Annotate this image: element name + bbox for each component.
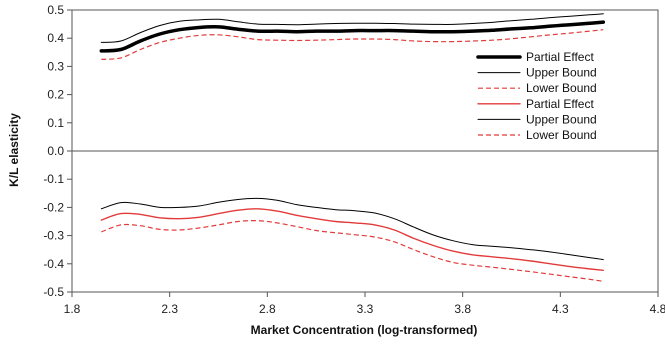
y-tick-label: -0.4	[43, 257, 64, 271]
x-tick-label: 4.3	[552, 302, 569, 316]
series-line-1	[99, 20, 606, 53]
x-tick-label: 3.3	[357, 302, 374, 316]
series-line-4	[100, 208, 604, 271]
y-tick-label: 0.0	[47, 144, 64, 158]
y-tick-label: 0.5	[47, 3, 64, 17]
legend-label-4: Partial Effect	[526, 97, 594, 111]
y-tick-label: 0.4	[47, 31, 64, 45]
y-tick-label: -0.2	[43, 200, 64, 214]
y-tick-label: -0.5	[43, 285, 64, 299]
series-lines	[99, 13, 606, 282]
series-line-2	[100, 13, 604, 43]
tick-labels: 0.5 0.4 0.3 0.2 0.1 0.0 -0.1 -0.2 -0.3 -0.4 -0.51.…	[43, 3, 665, 316]
x-tick-label: 3.8	[454, 302, 471, 316]
y-tick-label: -0.3	[43, 229, 64, 243]
y-tick-label: 0.3	[47, 59, 64, 73]
x-tick-label: 4.8	[650, 302, 665, 316]
legend-label-5: Upper Bound	[526, 112, 597, 126]
series-line-3	[101, 29, 604, 60]
y-tick-label: 0.1	[47, 116, 64, 130]
series-line-6	[101, 220, 604, 282]
x-tick-label: 2.8	[259, 302, 276, 316]
y-tick-label: 0.2	[47, 88, 64, 102]
y-axis-title: K/L elasticity	[7, 113, 21, 187]
x-axis-title: Market Concentration (log-transformed)	[251, 323, 478, 337]
x-tick-label: 1.8	[64, 302, 81, 316]
y-tick-label: -0.1	[43, 172, 64, 186]
axis-ticks	[67, 9, 659, 297]
series-line-5	[100, 197, 604, 261]
x-tick-label: 2.3	[161, 302, 178, 316]
legend-label-3: Lower Bound	[526, 81, 597, 95]
legend-label-2: Upper Bound	[526, 66, 597, 80]
legend-label-1: Partial Effect	[526, 50, 594, 64]
legend-label-6: Lower Bound	[526, 128, 597, 142]
